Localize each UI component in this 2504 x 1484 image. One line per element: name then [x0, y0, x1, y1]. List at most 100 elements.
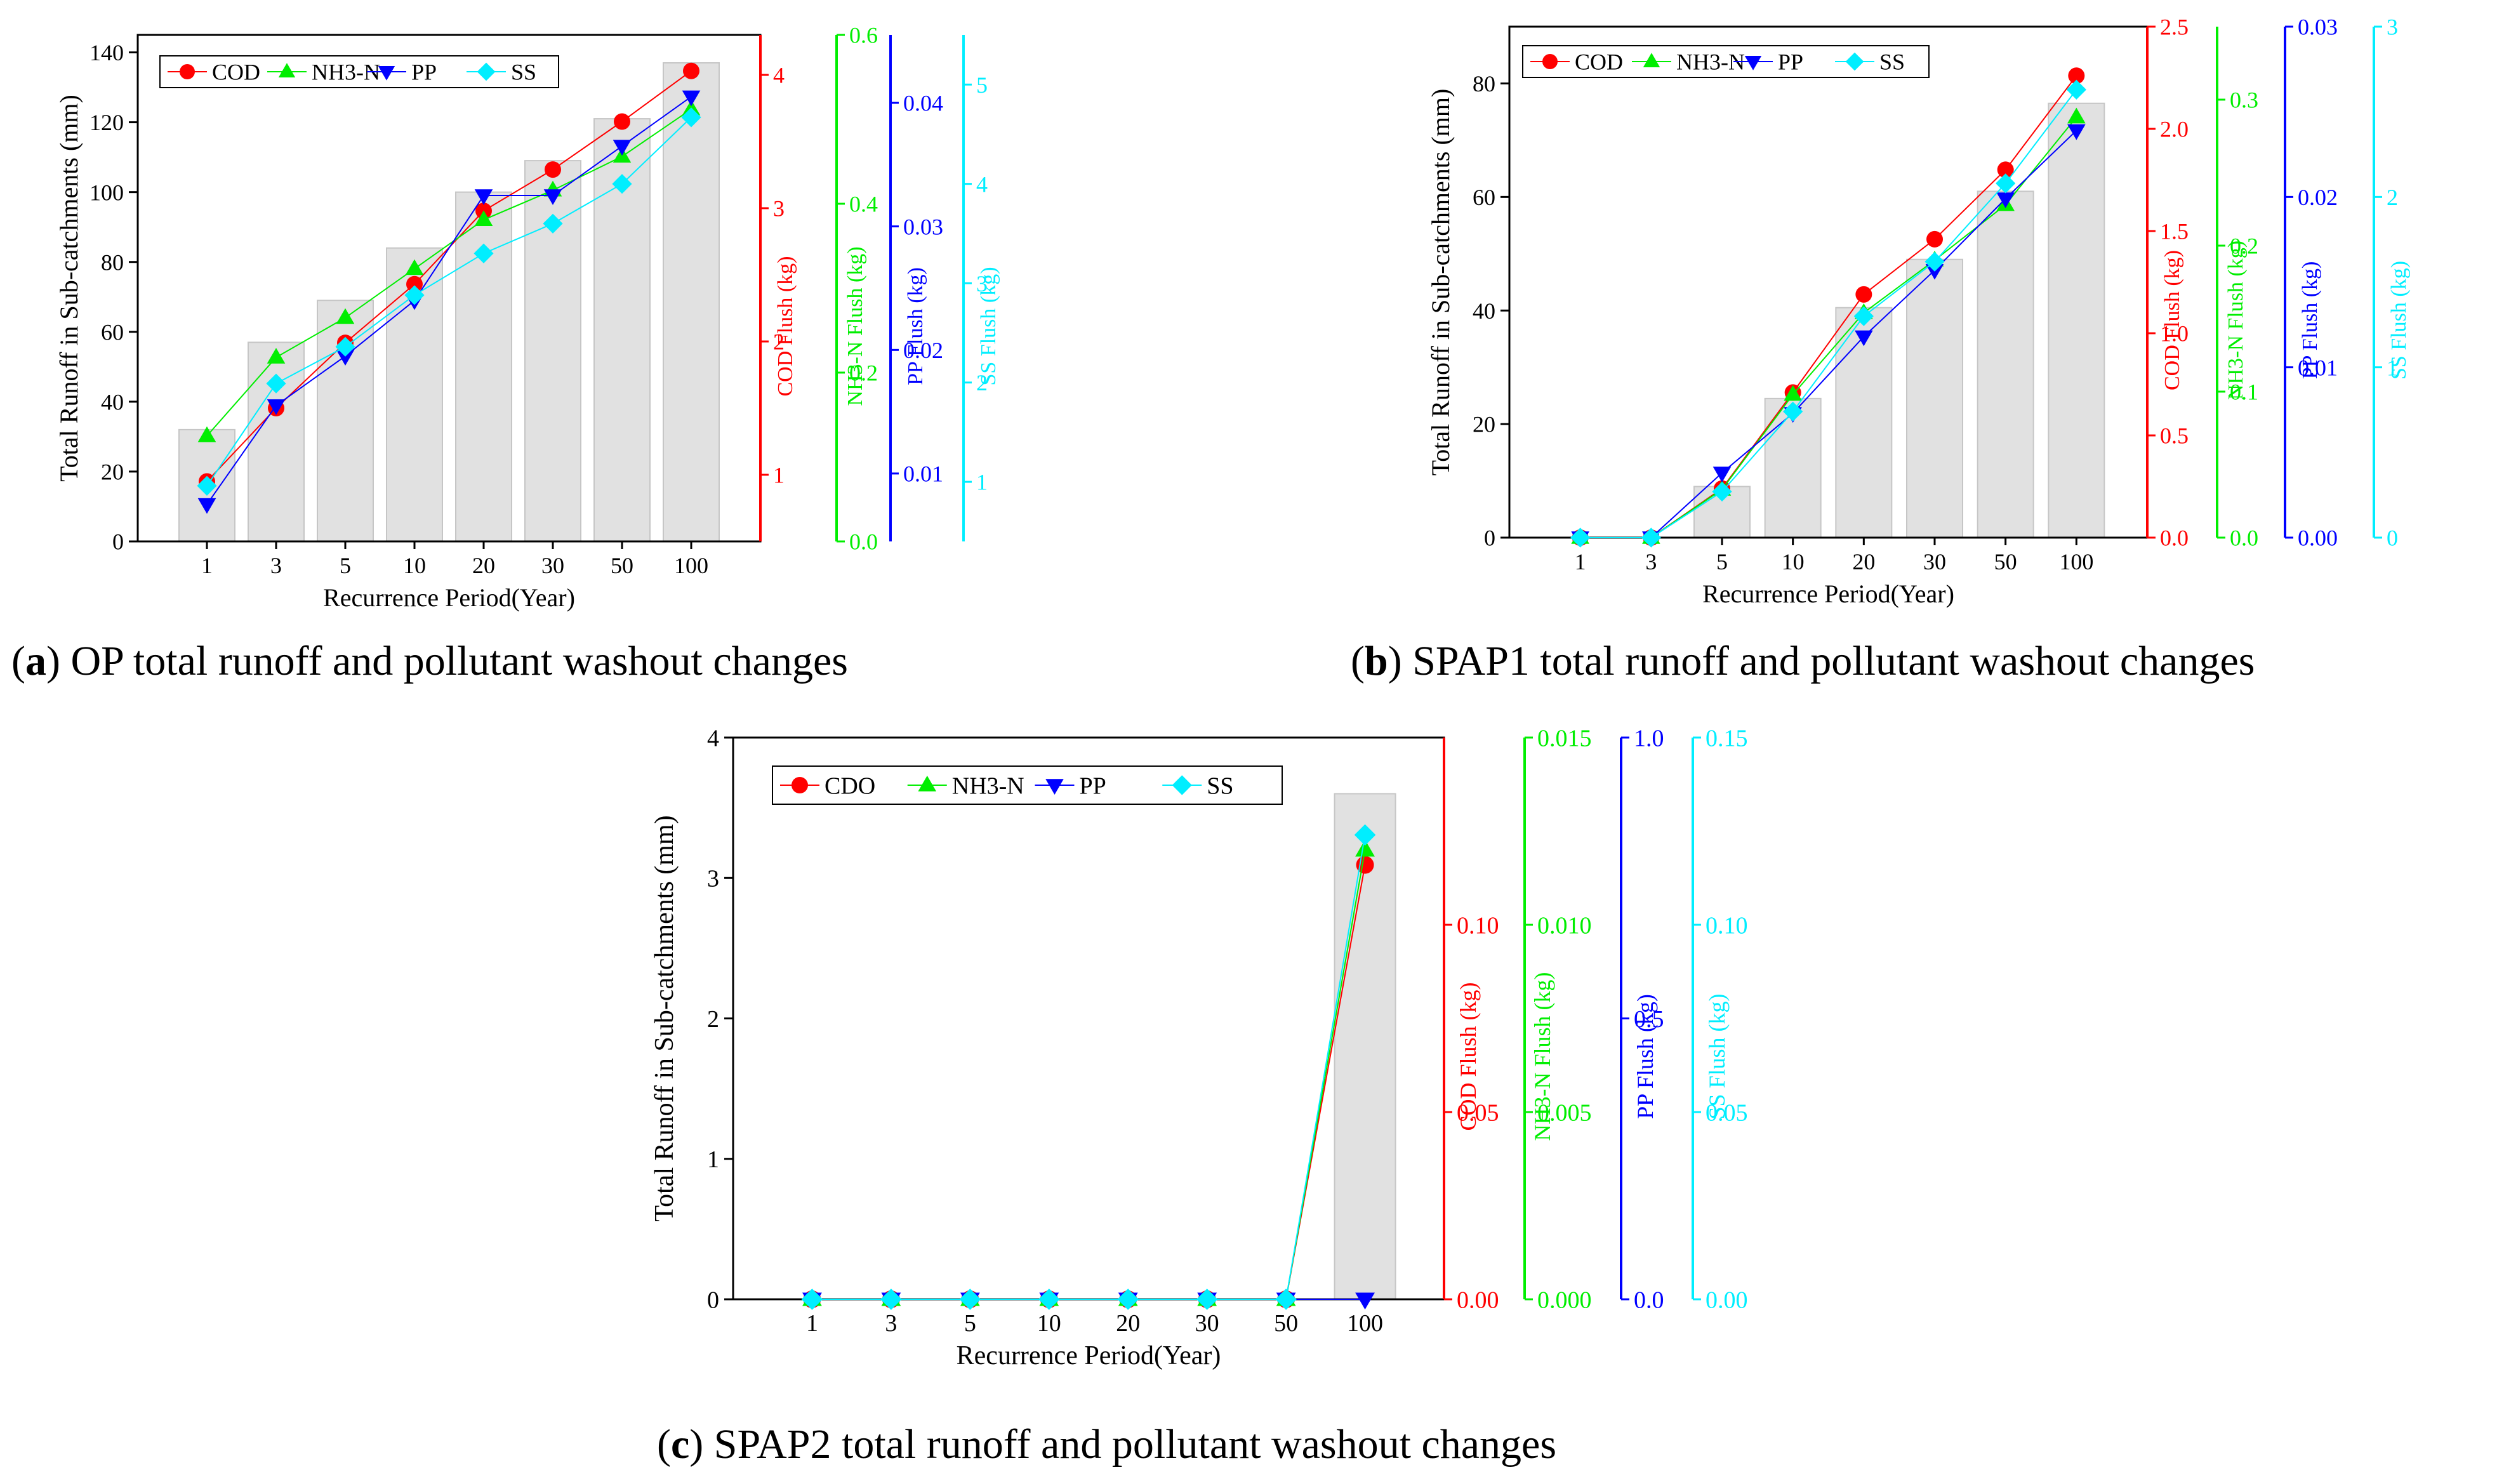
cod-axis-label: COD Flush (kg)	[774, 256, 797, 396]
point-nh3-n-100	[1355, 839, 1375, 857]
runoff-tick-label: 4	[707, 725, 719, 752]
series-line-pp	[1580, 129, 2077, 538]
x-tick-label-50: 50	[611, 553, 633, 578]
nh3-tick-label: 0.0	[849, 529, 878, 555]
nh3-axis-label: NH3-N Flush (kg)	[2224, 241, 2248, 400]
point-ss-10	[1038, 1289, 1060, 1310]
pp-tick-label: 1.0	[1634, 725, 1664, 752]
point-nh3-n-5	[336, 308, 355, 324]
cod-tick-label: 0.10	[1457, 912, 1499, 939]
caption-b-letter: b	[1365, 638, 1388, 684]
point-ss-50	[612, 174, 632, 194]
legend-marker-0	[792, 777, 808, 793]
cod-tick-label: 4	[773, 63, 785, 88]
point-pp-100	[1355, 1292, 1375, 1310]
point-ss-30	[1924, 251, 1945, 272]
legend-marker-1	[1643, 53, 1660, 67]
legend-label-0: COD	[1575, 50, 1623, 75]
pp-axis-label: PP Flush (kg)	[904, 267, 927, 385]
legend-marker-2	[1045, 779, 1064, 795]
legend-label-2: PP	[1778, 50, 1803, 75]
cod-tick-label: 3	[773, 196, 785, 222]
x-tick-label-3: 3	[1645, 549, 1657, 574]
legend-label-3: SS	[511, 60, 536, 85]
series-line-ss	[812, 835, 1366, 1300]
point-nh3-n-20	[474, 210, 493, 227]
point-ss-10	[404, 285, 425, 305]
pp-tick-label: 0.01	[2298, 355, 2338, 380]
legend-label-0: CDO	[825, 772, 875, 799]
point-pp-30	[543, 189, 562, 205]
ss-axis-label: SS Flush (kg)	[977, 267, 1000, 385]
point-ss-100	[1354, 824, 1376, 846]
x-tick-label-20: 20	[1116, 1310, 1140, 1337]
ss-tick-label: 4	[976, 171, 988, 197]
runoff-bar-100	[663, 62, 720, 542]
legend-label-1: NH3-N	[952, 772, 1024, 799]
caption-b-text: SPAP1 total runoff and pollutant washout…	[1402, 638, 2255, 684]
caption-a: (a) OP total runoff and pollutant washou…	[11, 638, 848, 684]
point-ss-1	[197, 475, 217, 496]
panel-c-chart: 0 1 2 3 4 Total Runoff in Sub-catchments (mm)…	[650, 725, 1748, 1370]
point-nh3-n-10	[1784, 385, 1802, 401]
nh3-tick-label: 0.6	[849, 23, 878, 48]
ss-tick-label: 0.10	[1706, 912, 1748, 939]
runoff-axis-label: Total Runoff in Sub-catchments (mm)	[55, 95, 83, 482]
x-axis-label: Recurrence Period(Year)	[957, 1341, 1221, 1370]
point-ss-10	[1783, 401, 1803, 422]
point-pp-1	[197, 498, 216, 514]
pp-tick-label: 0.5	[1634, 1006, 1664, 1033]
runoff-tick-label: 40	[1473, 298, 1495, 324]
legend-marker-0	[180, 64, 195, 79]
caption-c-letter: c	[671, 1421, 689, 1467]
caption-c: (c) SPAP2 total runoff and pollutant was…	[657, 1421, 1556, 1467]
cod-axis-label: COD Flush (kg)	[2161, 250, 2184, 390]
pp-tick-label: 0.02	[2298, 185, 2338, 210]
runoff-bar-50	[1977, 190, 2034, 538]
legend-marker-0	[1542, 54, 1558, 69]
point-pp-20	[1855, 330, 1873, 347]
point-cod-100	[683, 62, 699, 79]
ss-tick-label: 5	[976, 72, 988, 98]
caption-c-text: SPAP2 total runoff and pollutant washout…	[703, 1421, 1556, 1467]
series-line-nh3-n	[206, 109, 692, 437]
ss-axis-label: SS Flush (kg)	[2387, 261, 2411, 380]
point-pp-100	[2067, 124, 2086, 140]
x-axis-label: Recurrence Period(Year)	[323, 583, 575, 612]
point-ss-30	[543, 213, 563, 234]
x-tick-label-30: 30	[1195, 1310, 1219, 1337]
x-tick-label-10: 10	[1782, 549, 1805, 574]
point-pp-5	[1712, 467, 1732, 482]
runoff-bar-100	[2048, 102, 2105, 538]
series-line-pp	[206, 96, 692, 505]
x-tick-label-10: 10	[403, 553, 426, 578]
point-ss-20	[1853, 306, 1874, 326]
point-cod-50	[1997, 161, 2014, 178]
caption-a-text: OP total runoff and pollutant washout ch…	[60, 638, 848, 684]
ss-tick-label: 1	[976, 470, 988, 495]
runoff-tick-label: 100	[89, 180, 124, 205]
cod-tick-label: 0.0	[2160, 526, 2189, 551]
cod-tick-label: 1.5	[2160, 219, 2189, 244]
ss-tick-label: 0.05	[1706, 1099, 1748, 1126]
ss-tick-label: 2	[976, 370, 988, 395]
point-pp-5	[336, 350, 355, 366]
legend-marker-2	[378, 66, 395, 81]
legend-marker-3	[477, 62, 496, 81]
series-line-ss	[1580, 89, 2077, 538]
nh3-tick-label: 0.005	[1537, 1099, 1592, 1126]
runoff-tick-label: 80	[101, 249, 124, 275]
pp-tick-label: 0.03	[2298, 15, 2338, 40]
cod-axis-label: COD Flush (kg)	[1455, 982, 1481, 1130]
x-tick-label-5: 5	[340, 553, 351, 578]
pp-tick-label: 0.03	[903, 214, 943, 239]
point-ss-30	[1196, 1289, 1218, 1310]
ss-tick-label: 0.00	[1706, 1287, 1748, 1313]
nh3-tick-label: 0.2	[849, 361, 878, 386]
point-cod-10	[406, 275, 423, 293]
legend-box	[1522, 45, 1930, 78]
pp-axis-label: PP Flush (kg)	[1633, 994, 1658, 1119]
series-line-ss	[206, 117, 692, 486]
